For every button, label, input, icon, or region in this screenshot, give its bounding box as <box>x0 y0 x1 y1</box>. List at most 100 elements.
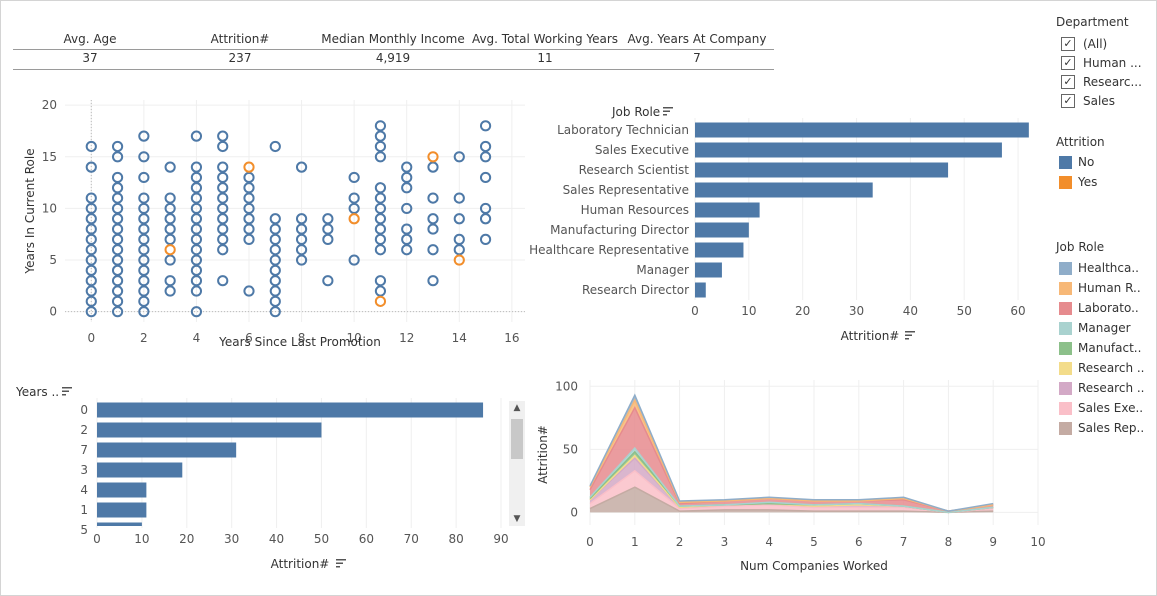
job-role-legend-item[interactable]: Sales Rep.. <box>1059 420 1144 436</box>
kpi-label-avg-working-years: Avg. Total Working Years <box>471 32 619 46</box>
scatter-point-no <box>427 223 439 235</box>
scatter-point-no <box>85 161 97 173</box>
scatter-point-no <box>322 275 334 287</box>
scatter-point-yes <box>243 161 255 173</box>
scroll-thumb[interactable] <box>511 419 523 459</box>
department-filter-all[interactable]: ✓ (All) <box>1061 36 1107 52</box>
scatter-point-no <box>217 161 229 173</box>
bar <box>97 522 142 526</box>
bar <box>695 182 873 198</box>
department-filter-research[interactable]: ✓ Researc... <box>1061 74 1142 90</box>
scatter-point-no <box>190 192 203 204</box>
x-tick-label: 2 <box>676 535 684 549</box>
scatter-point-no <box>138 171 150 184</box>
checkbox-checked-icon[interactable]: ✓ <box>1061 56 1075 70</box>
scatter-point-no <box>217 223 229 235</box>
scatter-point-no <box>269 233 281 245</box>
x-tick-label: 8 <box>298 331 306 345</box>
color-swatch <box>1059 281 1072 295</box>
category-label: Human Resources <box>581 203 689 217</box>
scatter-point-no <box>85 264 97 276</box>
scatter-point-no <box>85 254 97 266</box>
attrition-legend-no[interactable]: No <box>1059 154 1094 170</box>
job-role-legend-item[interactable]: Research .. <box>1059 360 1144 376</box>
x-tick-label: 4 <box>193 331 201 345</box>
legend-label: Yes <box>1078 175 1098 189</box>
sort-icon <box>336 559 346 568</box>
scatter-point-no <box>190 233 203 245</box>
category-label: Research Director <box>582 283 689 297</box>
scatter-point-no <box>243 192 255 204</box>
y-tick-label: 0 <box>49 305 57 319</box>
scroll-down-arrow-icon[interactable]: ▼ <box>513 514 521 524</box>
scatter-point-no <box>190 161 203 173</box>
years-bar-chart: 0 10 20 30 40 50 60 70 80 90 Years .. 0 2 7 3 4 1 5 Attrit… <box>15 385 509 571</box>
x-tick-label: 0 <box>87 331 95 345</box>
scatter-point-no <box>85 202 97 215</box>
scatter-point-no <box>374 192 387 204</box>
job-role-legend-item[interactable]: Sales Exe.. <box>1059 400 1144 416</box>
checkbox-checked-icon[interactable]: ✓ <box>1061 94 1075 108</box>
scatter-point-no <box>85 306 97 318</box>
scatter-point-no <box>479 233 492 245</box>
x-axis-title: Attrition# <box>271 557 330 571</box>
y-axis-title: Attrition# <box>536 425 550 484</box>
filter-label: (All) <box>1083 37 1108 51</box>
bar <box>97 462 183 478</box>
category-label: Manufacturing Director <box>550 223 689 237</box>
color-swatch <box>1059 261 1072 275</box>
job-role-legend-item[interactable]: Manager <box>1059 320 1144 336</box>
area-series <box>590 448 994 513</box>
bar <box>97 482 147 498</box>
kpi-bottom-line <box>13 69 774 70</box>
color-swatch <box>1059 321 1072 335</box>
job-role-legend-item[interactable]: Human R.. <box>1059 280 1144 296</box>
scatter-point-no <box>138 202 150 215</box>
department-filter-sales[interactable]: ✓ Sales <box>1061 93 1115 109</box>
scatter-point-no <box>427 213 439 225</box>
bar <box>695 122 1029 138</box>
years-chart-scrollbar[interactable]: ▲ ▼ <box>509 401 525 526</box>
checkbox-checked-icon[interactable]: ✓ <box>1061 75 1075 89</box>
scroll-up-arrow-icon[interactable]: ▲ <box>513 403 521 413</box>
scatter-point-no <box>164 254 176 266</box>
department-filter-human-resources[interactable]: ✓ Human ... <box>1061 55 1142 71</box>
x-tick-label: 70 <box>404 532 419 546</box>
area-series <box>590 451 994 513</box>
kpi-value-attrition: 237 <box>228 51 252 65</box>
scatter-point-no <box>295 161 308 173</box>
scatter-point-no <box>269 254 281 266</box>
attrition-legend-yes[interactable]: Yes <box>1059 174 1097 190</box>
bar <box>695 222 749 238</box>
scatter-point-no <box>243 233 255 245</box>
job-role-legend-item[interactable]: Research .. <box>1059 380 1144 396</box>
color-swatch <box>1059 401 1072 415</box>
scatter-point-no <box>453 192 465 204</box>
scatter-point-no <box>374 140 387 153</box>
job-role-legend-item[interactable]: Laborato.. <box>1059 300 1144 316</box>
scatter-point-no <box>243 285 255 297</box>
x-tick-label: 60 <box>359 532 374 546</box>
scatter-point-no <box>269 306 281 318</box>
sort-icon-line <box>663 107 673 109</box>
bar <box>97 402 484 418</box>
job-role-legend-item[interactable]: Healthca.. <box>1059 260 1144 276</box>
job-role-legend-item[interactable]: Manufact.. <box>1059 340 1144 356</box>
legend-label: Manufact.. <box>1078 341 1142 355</box>
scatter-point-no <box>269 275 281 287</box>
x-tick-label: 0 <box>691 304 699 318</box>
scatter-point-no <box>322 223 334 235</box>
scatter-point-no <box>479 120 492 132</box>
y-tick-label: 10 <box>42 201 57 215</box>
bar <box>695 202 760 218</box>
bar <box>97 442 237 458</box>
x-tick-label: 7 <box>900 535 908 549</box>
dimension-header: Years .. <box>15 385 59 399</box>
checkbox-checked-icon[interactable]: ✓ <box>1061 37 1075 51</box>
scatter-point-no <box>111 285 124 297</box>
scatter-point-no <box>85 285 97 297</box>
sort-icon-line <box>336 562 343 564</box>
bar <box>695 262 722 278</box>
bar <box>695 142 1002 158</box>
scatter-point-no <box>85 295 97 307</box>
